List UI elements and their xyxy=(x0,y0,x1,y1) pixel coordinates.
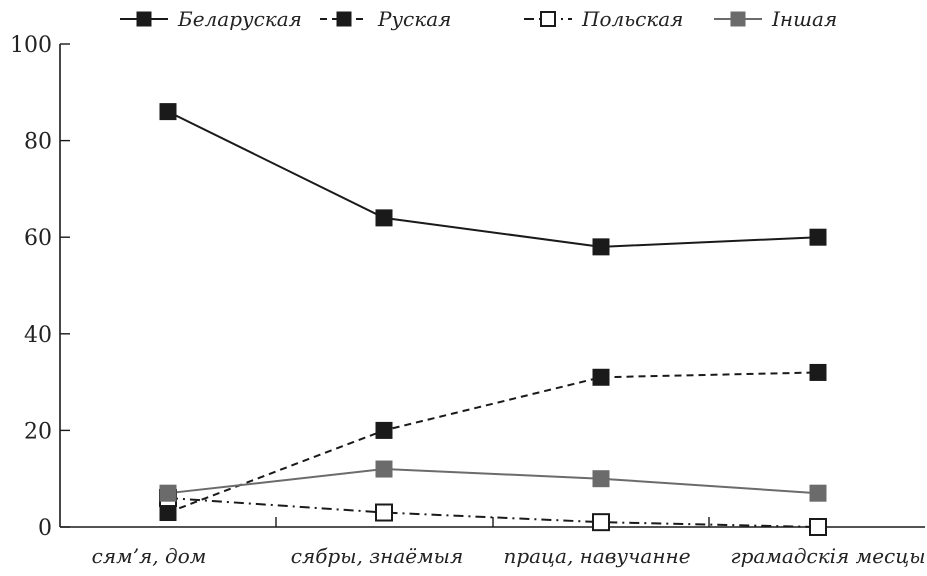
legend-marker xyxy=(540,11,556,27)
y-tick-label: 40 xyxy=(24,323,52,348)
data-point xyxy=(809,228,827,246)
data-point xyxy=(375,460,393,478)
x-category-label: сябры, знаёмыя xyxy=(291,544,463,568)
series-line xyxy=(167,468,819,495)
data-point xyxy=(159,484,177,502)
y-tick-label: 60 xyxy=(24,226,52,251)
legend: Беларуская Руская Польская Іншая xyxy=(120,7,837,31)
legend-label: Беларуская xyxy=(177,7,302,31)
data-point xyxy=(592,513,610,532)
data-point xyxy=(375,209,393,227)
x-category-label: праца, навучанне xyxy=(503,544,690,568)
axes xyxy=(59,44,925,528)
data-point xyxy=(809,484,827,502)
legend-item: Руская xyxy=(320,7,451,31)
y-tick-label: 100 xyxy=(10,33,52,58)
data-point xyxy=(592,368,610,386)
data-point xyxy=(592,470,610,488)
legend-item: Беларуская xyxy=(120,7,302,31)
x-category-label: сям’я, дом xyxy=(92,544,207,568)
y-tick-label: 80 xyxy=(24,130,52,155)
x-axis-categories: сям’я, дом сябры, знаёмыя праца, навучанне… xyxy=(92,544,926,568)
legend-item: Польская xyxy=(524,7,683,31)
legend-label: Польская xyxy=(581,7,683,31)
data-point xyxy=(592,238,610,256)
series-line xyxy=(167,110,819,248)
legend-item: Іншая xyxy=(714,7,837,31)
data-point xyxy=(159,103,177,121)
legend-marker xyxy=(336,11,352,27)
series-line xyxy=(167,371,819,514)
y-tick-label: 20 xyxy=(24,419,52,444)
data-point xyxy=(375,421,393,439)
y-axis-ticks: 0 20 40 60 80 100 xyxy=(10,33,70,541)
data-point xyxy=(809,518,827,536)
data-point xyxy=(375,503,393,522)
legend-label: Іншая xyxy=(771,7,837,31)
legend-marker xyxy=(730,11,746,27)
y-tick-label: 0 xyxy=(38,516,52,541)
legend-label: Руская xyxy=(377,7,451,31)
series-markers xyxy=(159,103,827,536)
x-category-label: грамадскія месцы xyxy=(730,544,925,568)
series-lines xyxy=(167,110,819,528)
legend-marker xyxy=(136,11,152,27)
data-point xyxy=(809,363,827,381)
